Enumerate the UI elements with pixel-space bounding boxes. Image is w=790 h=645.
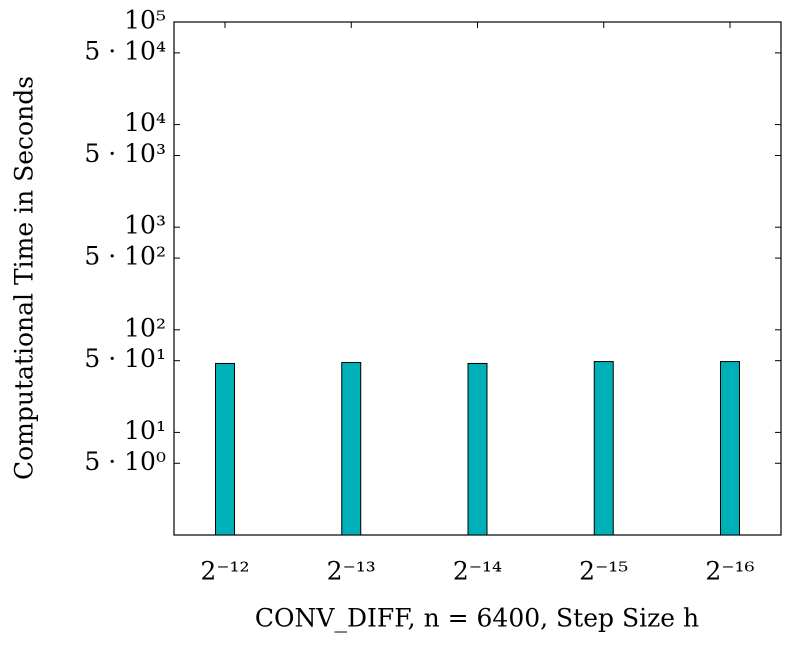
y-tick-label: 5 · 10⁴	[84, 36, 166, 65]
y-axis-label: Computational Time in Seconds	[10, 76, 39, 480]
bar	[593, 361, 614, 536]
bar	[720, 361, 740, 536]
bar	[341, 362, 362, 536]
x-tick-label: 2⁻¹³	[327, 557, 376, 586]
y-tick-label: 5 · 10³	[84, 139, 166, 168]
y-tick-label: 5 · 10⁰	[84, 447, 166, 476]
bar	[467, 362, 488, 536]
y-tick-label: 10¹	[124, 416, 166, 445]
y-tick-label: 5 · 10²	[84, 242, 166, 271]
y-tick-label: 5 · 10¹	[84, 344, 166, 373]
x-tick-label: 2⁻¹⁶	[705, 557, 754, 586]
y-tick-label: 10³	[124, 211, 166, 240]
y-tick-label: 10⁵	[124, 6, 166, 35]
bar	[215, 362, 235, 536]
x-axis-label: CONV_DIFF, n = 6400, Step Size h	[255, 604, 699, 633]
x-tick-label: 2⁻¹²	[200, 557, 249, 586]
y-tick-label: 10²	[124, 313, 166, 342]
y-tick-label: 10⁴	[124, 108, 166, 137]
x-tick-label: 2⁻¹⁴	[453, 557, 502, 586]
x-tick-label: 2⁻¹⁵	[579, 557, 628, 586]
